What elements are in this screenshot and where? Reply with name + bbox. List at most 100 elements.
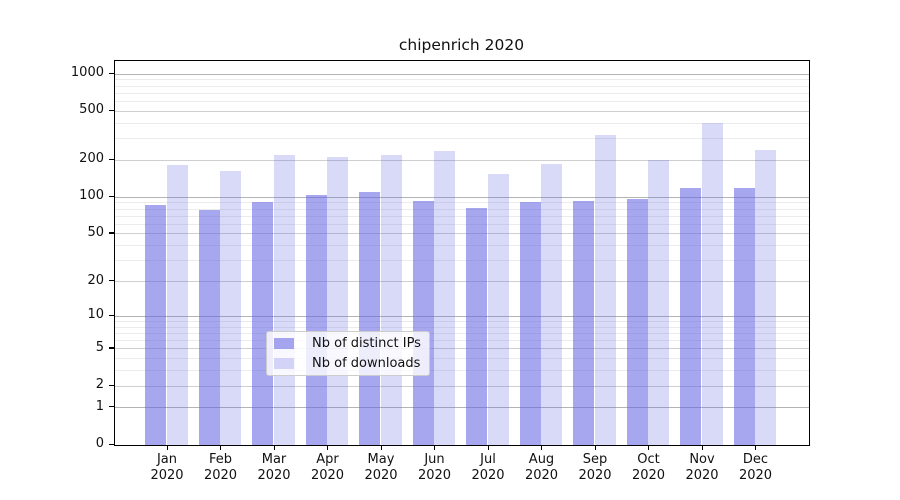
x-tick-label-feb: Feb 2020	[203, 452, 238, 483]
gridline-minor-40	[115, 245, 809, 247]
x-tick-label-mar: Mar 2020	[257, 452, 291, 483]
gridline-decade-1	[115, 407, 809, 409]
y-tick-label-50: 50	[87, 224, 104, 240]
gridline-minor-3	[115, 370, 809, 372]
x-tick-mark-jul	[487, 445, 489, 450]
y-tick-mark-0	[109, 443, 114, 445]
bar-downloads-aug	[541, 163, 563, 445]
bar-ips-may	[359, 191, 381, 445]
bar-ips-aug	[519, 202, 541, 445]
bar-ips-jul	[466, 208, 488, 445]
y-tick-label-1000: 1000	[70, 65, 104, 81]
legend-swatch-downloads	[274, 358, 294, 369]
gridline-minor-4	[115, 358, 809, 360]
bar-downloads-sep	[594, 135, 616, 445]
bar-downloads-jul	[487, 173, 509, 445]
gridline-minor-900	[115, 79, 809, 81]
gridline-minor-70	[115, 215, 809, 217]
x-tick-label-dec: Dec 2020	[738, 452, 773, 483]
y-tick-label-10: 10	[87, 307, 104, 323]
y-tick-mark-20	[109, 280, 114, 282]
bar-downloads-nov	[701, 123, 723, 445]
legend-item-downloads: Nb of downloads	[273, 355, 423, 372]
x-tick-mark-aug	[541, 445, 543, 450]
gridline-minor-400	[115, 122, 809, 124]
bar-ips-jun	[412, 201, 434, 445]
y-tick-mark-2	[109, 384, 114, 386]
legend-label-distinct-ips: Nb of distinct IPs	[312, 336, 421, 351]
gridline-labeled-20	[115, 281, 809, 283]
gridline-labeled-5	[115, 348, 809, 350]
bar-downloads-oct	[648, 160, 670, 445]
plot-area	[114, 60, 810, 446]
chart-title: chipenrich 2020	[398, 36, 525, 54]
bar-downloads-dec	[755, 150, 777, 445]
x-tick-mark-apr	[327, 445, 329, 450]
bar-ips-sep	[573, 201, 595, 445]
gridline-decade-1000	[115, 73, 809, 75]
bar-downloads-jan	[166, 165, 188, 445]
x-tick-label-apr: Apr 2020	[310, 452, 345, 483]
y-tick-mark-100	[109, 195, 114, 197]
y-tick-label-0: 0	[95, 436, 104, 451]
x-tick-label-oct: Oct 2020	[631, 452, 666, 483]
legend: Nb of distinct IPs Nb of downloads	[266, 331, 430, 376]
gridline-labeled-500	[115, 110, 809, 112]
y-tick-mark-1000	[109, 72, 114, 74]
bar-ips-jan	[145, 205, 167, 445]
x-tick-mark-jun	[434, 445, 436, 450]
gridline-decade-10	[115, 315, 809, 317]
x-tick-label-aug: Aug 2020	[524, 452, 559, 483]
gridline-minor-700	[115, 92, 809, 94]
bar-ips-mar	[252, 201, 274, 445]
bar-ips-nov	[680, 187, 702, 445]
legend-item-distinct-ips: Nb of distinct IPs	[273, 335, 423, 352]
bar-downloads-apr	[327, 157, 349, 445]
gridline-minor-80	[115, 208, 809, 210]
y-tick-mark-10	[109, 314, 114, 316]
y-tick-label-20: 20	[87, 272, 104, 288]
bar-downloads-may	[380, 155, 402, 445]
bar-downloads-feb	[220, 171, 242, 445]
y-tick-mark-1	[109, 406, 114, 408]
x-tick-mark-oct	[648, 445, 650, 450]
x-tick-label-jul: Jul 2020	[471, 452, 505, 483]
gridline-labeled-50	[115, 233, 809, 235]
x-tick-label-nov: Nov 2020	[685, 452, 719, 483]
x-tick-mark-sep	[594, 445, 596, 450]
y-tick-label-500: 500	[79, 102, 104, 118]
gridline-minor-800	[115, 85, 809, 87]
gridline-minor-300	[115, 138, 809, 140]
gridline-minor-90	[115, 202, 809, 204]
gridline-labeled-2	[115, 385, 809, 387]
y-tick-label-5: 5	[95, 339, 104, 355]
x-tick-label-jun: Jun 2020	[417, 452, 452, 483]
bar-ips-oct	[626, 198, 648, 445]
y-tick-mark-200	[109, 158, 114, 160]
y-tick-mark-50	[109, 232, 114, 234]
gridline-minor-600	[115, 101, 809, 103]
bar-downloads-mar	[273, 155, 295, 445]
gridline-minor-7	[115, 332, 809, 334]
x-tick-mark-may	[380, 445, 382, 450]
x-tick-mark-feb	[220, 445, 222, 450]
x-tick-mark-jan	[166, 445, 168, 450]
gridline-minor-6	[115, 340, 809, 342]
x-tick-label-sep: Sep 2020	[578, 452, 612, 483]
gridline-labeled-200	[115, 159, 809, 161]
gridline-minor-8	[115, 326, 809, 328]
x-tick-mark-mar	[273, 445, 275, 450]
bar-downloads-jun	[434, 150, 456, 445]
x-tick-label-jan: Jan 2020	[150, 452, 184, 483]
gridline-minor-30	[115, 260, 809, 262]
y-tick-mark-500	[109, 109, 114, 111]
x-tick-mark-nov	[701, 445, 703, 450]
y-tick-label-100: 100	[79, 188, 104, 204]
gridline-decade-100	[115, 196, 809, 198]
bar-ips-feb	[198, 210, 220, 445]
y-tick-mark-5	[109, 347, 114, 349]
y-tick-label-2: 2	[95, 377, 104, 393]
bar-ips-apr	[305, 195, 327, 445]
x-tick-mark-dec	[755, 445, 757, 450]
